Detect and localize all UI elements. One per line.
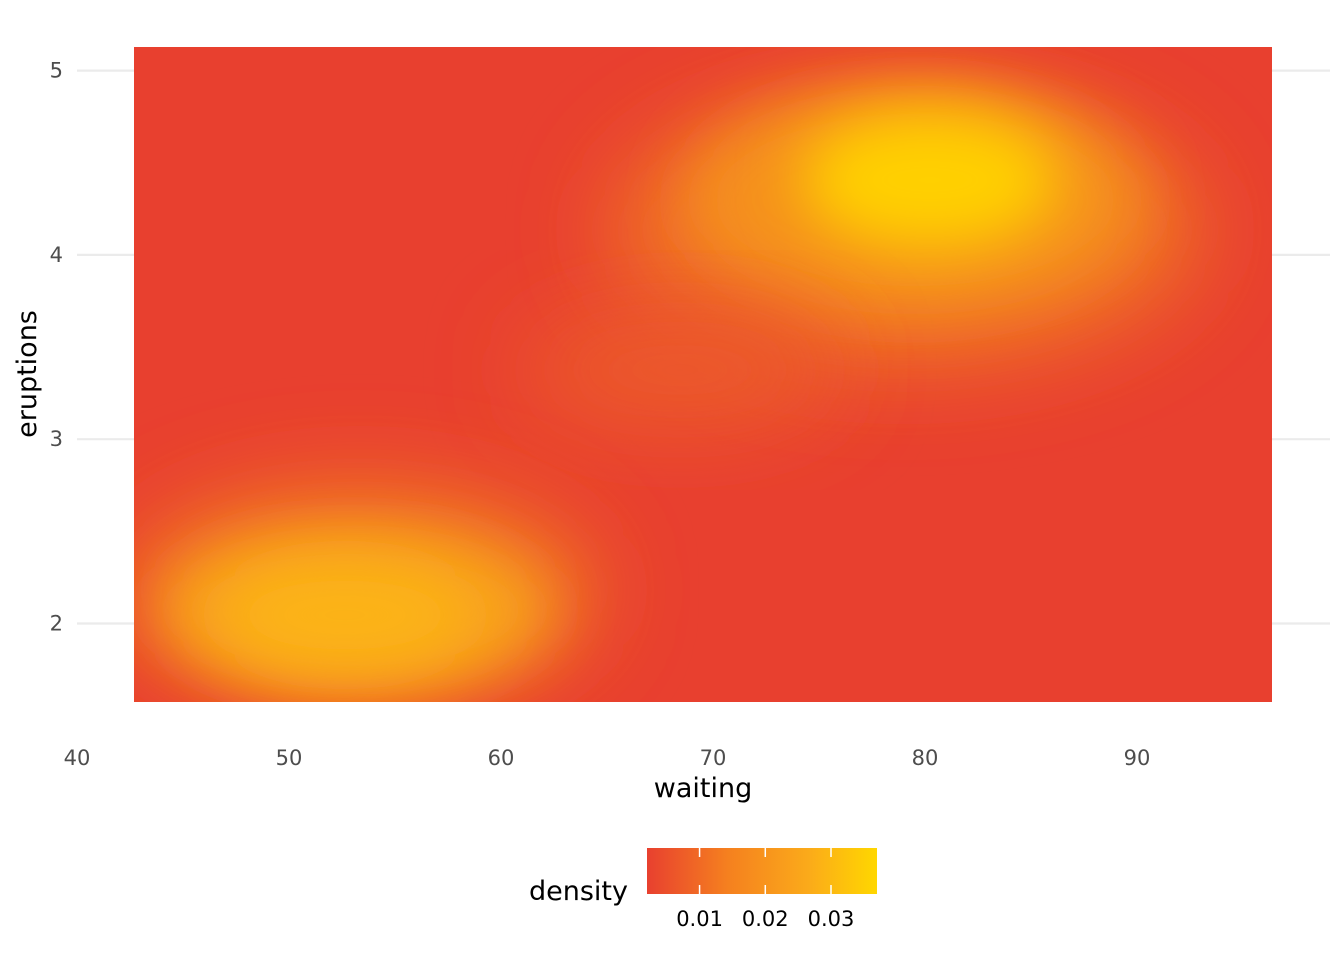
legend-tick-label: 0.01 [676,907,723,931]
legend-tick-label: 0.02 [742,907,789,931]
density-raster [134,47,1272,702]
x-tick-label: 40 [64,746,91,770]
y-axis-ticks: 2 3 4 5 [50,59,63,636]
x-tick-label: 90 [1124,746,1151,770]
density-core-upper [800,110,1060,250]
y-tick-label: 4 [50,243,63,267]
legend-title: density [529,876,628,907]
density-core-lower [215,560,475,670]
x-axis-title: waiting [654,773,752,804]
y-tick-label: 3 [50,427,63,451]
y-tick-label: 2 [50,612,63,636]
x-tick-label: 80 [912,746,939,770]
legend: density 0.01 0.02 0.03 [529,848,877,931]
x-tick-label: 70 [700,746,727,770]
legend-tick-label: 0.03 [808,907,855,931]
x-axis-ticks: 40 50 60 70 80 90 [64,746,1151,770]
x-tick-label: 60 [488,746,515,770]
legend-ticks: 0.01 0.02 0.03 [676,848,854,931]
y-axis-title: eruptions [12,310,43,438]
y-tick-label: 5 [50,59,63,83]
density-bridge-mid [520,310,840,430]
x-tick-label: 50 [276,746,303,770]
legend-colorbar [647,848,877,894]
